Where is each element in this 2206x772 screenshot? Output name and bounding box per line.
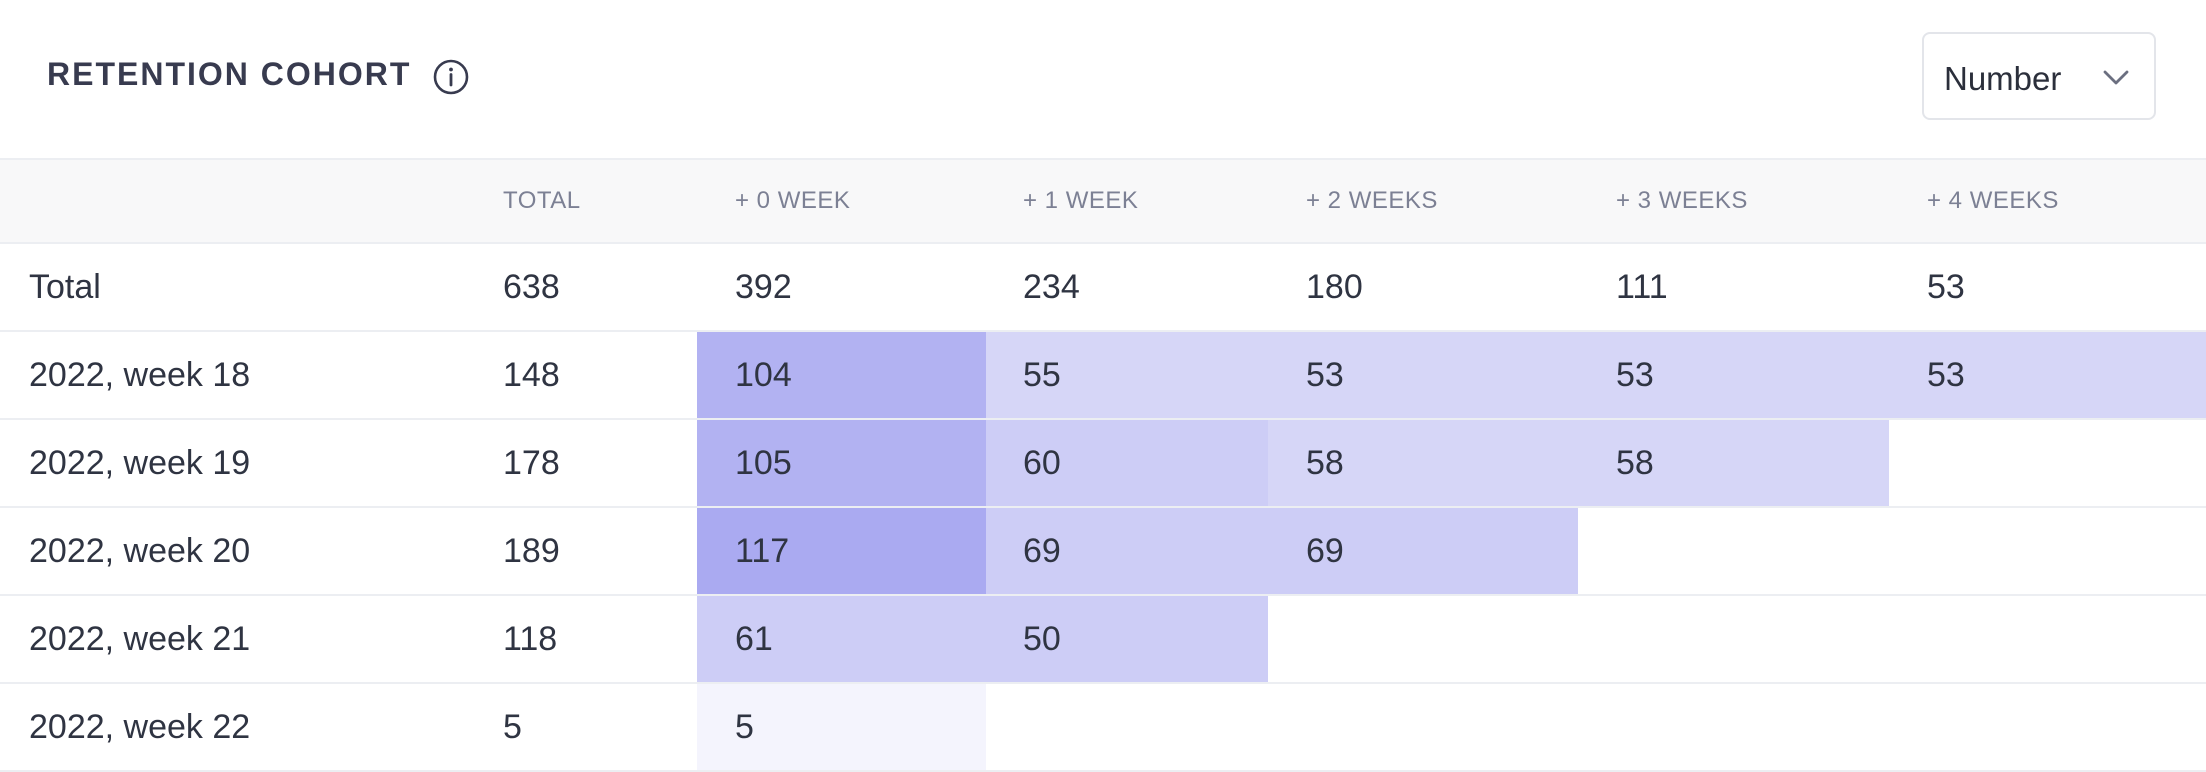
cell-week-4	[1889, 595, 2206, 684]
table-row: 2022, week 22 5 5	[0, 683, 2206, 772]
cell-week-3	[1578, 507, 1889, 596]
cell-week-4: 53	[1889, 331, 2206, 420]
column-header-total: TOTAL	[475, 160, 697, 244]
table-row-total: Total 638 392 234 180 111 53	[0, 243, 2206, 332]
cell-week-4	[1889, 507, 2206, 596]
cell-week-2	[1268, 683, 1578, 772]
cell-week-0: 61	[697, 595, 986, 684]
cell-week-4	[1889, 683, 2206, 772]
table-row: 2022, week 21 118 61 50	[0, 595, 2206, 684]
row-total: 5	[475, 683, 697, 772]
cell-week-1	[986, 683, 1268, 772]
metric-select-value: Number	[1944, 60, 2062, 97]
row-label: 2022, week 22	[0, 683, 475, 772]
info-circle-icon[interactable]	[432, 58, 470, 96]
table-header-row: TOTAL + 0 WEEK + 1 WEEK + 2 WEEKS + 3 WE…	[0, 160, 2206, 244]
column-header-week-3: + 3 WEEKS	[1578, 160, 1889, 244]
row-total: 189	[475, 507, 697, 596]
row-total: 178	[475, 419, 697, 508]
row-total: 118	[475, 595, 697, 684]
row-label: Total	[0, 243, 475, 332]
card-header: RETENTION COHORT Number	[0, 0, 2206, 160]
cell-week-1: 55	[986, 331, 1268, 420]
cell-week-0: 392	[697, 243, 986, 332]
column-header-week-0: + 0 WEEK	[697, 160, 986, 244]
cell-week-0: 117	[697, 507, 986, 596]
cell-week-3	[1578, 595, 1889, 684]
cell-week-1: 60	[986, 419, 1268, 508]
cell-week-3: 53	[1578, 331, 1889, 420]
cell-week-4	[1889, 419, 2206, 508]
retention-table: TOTAL + 0 WEEK + 1 WEEK + 2 WEEKS + 3 WE…	[0, 160, 2206, 772]
cell-week-0: 5	[697, 683, 986, 772]
metric-select[interactable]: Number	[1922, 32, 2156, 120]
row-total: 148	[475, 331, 697, 420]
column-header-week-4: + 4 WEEKS	[1889, 160, 2206, 244]
column-header-cohort	[0, 160, 475, 244]
table-row: 2022, week 18 148 104 55 53 53 53	[0, 331, 2206, 420]
row-label: 2022, week 20	[0, 507, 475, 596]
row-label: 2022, week 18	[0, 331, 475, 420]
table-row: 2022, week 20 189 117 69 69	[0, 507, 2206, 596]
cell-week-1: 50	[986, 595, 1268, 684]
cell-week-2: 53	[1268, 331, 1578, 420]
row-total: 638	[475, 243, 697, 332]
card-title: RETENTION COHORT	[47, 56, 412, 92]
row-label: 2022, week 19	[0, 419, 475, 508]
cell-week-3	[1578, 683, 1889, 772]
cell-week-3: 58	[1578, 419, 1889, 508]
cell-week-3: 111	[1578, 243, 1889, 332]
table-row: 2022, week 19 178 105 60 58 58	[0, 419, 2206, 508]
cell-week-1: 234	[986, 243, 1268, 332]
cell-week-1: 69	[986, 507, 1268, 596]
cell-week-2	[1268, 595, 1578, 684]
column-header-week-2: + 2 WEEKS	[1268, 160, 1578, 244]
cell-week-4: 53	[1889, 243, 2206, 332]
cell-week-2: 69	[1268, 507, 1578, 596]
row-label: 2022, week 21	[0, 595, 475, 684]
cell-week-2: 58	[1268, 419, 1578, 508]
cell-week-2: 180	[1268, 243, 1578, 332]
chevron-down-icon	[2100, 62, 2132, 94]
cell-week-0: 105	[697, 419, 986, 508]
column-header-week-1: + 1 WEEK	[986, 160, 1268, 244]
cell-week-0: 104	[697, 331, 986, 420]
